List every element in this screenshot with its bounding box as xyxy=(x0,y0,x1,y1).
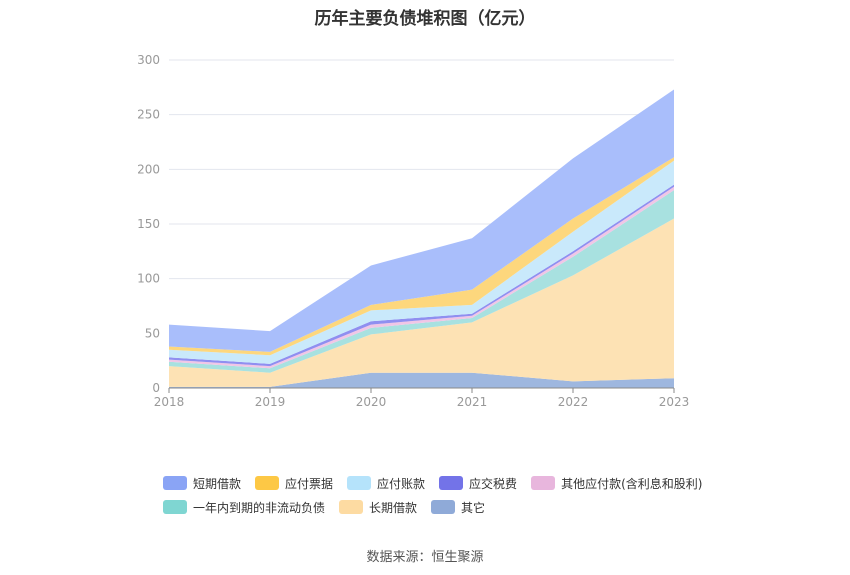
chart-legend: 短期借款 应付票据 应付账款 应交税费 其他应付款(含利息和股利) 一年内到期的非流动负… xyxy=(163,472,723,520)
y-tick-label: 100 xyxy=(137,272,160,286)
legend-item[interactable]: 长期借款 xyxy=(339,499,417,516)
legend-swatch xyxy=(255,476,280,490)
legend-row-2: 一年内到期的非流动负债 长期借款 其它 xyxy=(163,496,723,518)
legend-label: 长期借款 xyxy=(369,500,418,515)
stacked-area-chart: 0 50 100 150 200 250 300 2018 2019 2020 2021 2022 20… xyxy=(137,53,689,409)
legend-swatch xyxy=(439,476,464,490)
legend-swatch xyxy=(163,500,187,514)
legend-item[interactable]: 其他应付款(含利息和股利) xyxy=(531,475,702,492)
area-长期借款 xyxy=(169,218,674,387)
legend-swatch xyxy=(347,476,372,490)
x-tick-label: 2022 xyxy=(558,395,589,409)
legend-item[interactable]: 应付账款 xyxy=(347,475,425,492)
y-tick-label: 0 xyxy=(152,381,160,395)
legend-item[interactable]: 应付票据 xyxy=(255,475,333,492)
legend-label: 其他应付款(含利息和股利) xyxy=(561,476,703,491)
y-tick-label: 300 xyxy=(137,53,160,67)
legend-item[interactable]: 应交税费 xyxy=(439,475,517,492)
y-tick-label: 200 xyxy=(137,162,160,176)
data-source-note: 数据来源：恒生聚源 xyxy=(366,550,484,565)
area-其它 xyxy=(169,372,674,388)
legend-swatch xyxy=(163,476,187,490)
legend-label: 应交税费 xyxy=(469,476,518,491)
x-tick-label: 2021 xyxy=(457,395,488,409)
area-series xyxy=(169,89,674,388)
y-tick-label: 250 xyxy=(137,108,160,122)
legend-swatch xyxy=(339,500,364,514)
legend-row-1: 短期借款 应付票据 应付账款 应交税费 其他应付款(含利息和股利) xyxy=(163,472,723,494)
x-tick-label: 2018 xyxy=(154,395,185,409)
legend-item[interactable]: 一年内到期的非流动负债 xyxy=(163,499,325,516)
legend-swatch xyxy=(431,500,456,514)
legend-label: 应付账款 xyxy=(377,476,426,491)
x-tick-label: 2020 xyxy=(356,395,387,409)
axes: 0 50 100 150 200 250 300 2018 2019 2020 2021 2022 20… xyxy=(137,53,689,409)
legend-item[interactable]: 其它 xyxy=(431,499,485,516)
x-tick-label: 2019 xyxy=(255,395,286,409)
x-tick-label: 2023 xyxy=(659,395,690,409)
legend-item[interactable]: 短期借款 xyxy=(163,475,241,492)
y-tick-label: 50 xyxy=(145,326,160,340)
legend-label: 应付票据 xyxy=(285,476,334,491)
legend-swatch xyxy=(531,476,556,490)
y-tick-label: 150 xyxy=(137,217,160,231)
legend-label: 一年内到期的非流动负债 xyxy=(193,500,326,515)
chart-title: 历年主要负债堆积图（亿元） xyxy=(314,9,536,29)
legend-label: 其它 xyxy=(461,500,486,515)
legend-label: 短期借款 xyxy=(193,476,242,491)
